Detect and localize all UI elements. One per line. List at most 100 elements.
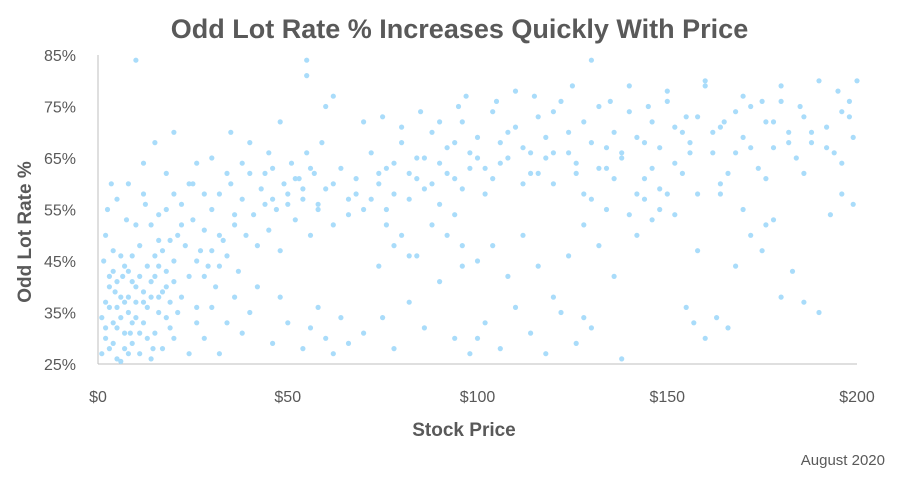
scatter-point: [148, 279, 154, 285]
scatter-point: [558, 98, 564, 104]
scatter-point: [850, 201, 856, 207]
scatter-point: [695, 191, 701, 197]
scatter-point: [808, 140, 815, 146]
scatter-point: [137, 330, 143, 336]
scatter-point: [459, 263, 465, 269]
scatter-point: [129, 340, 135, 346]
scatter-point: [270, 340, 276, 346]
scatter-point: [122, 299, 128, 305]
scatter-point: [383, 206, 389, 213]
scatter-point: [664, 88, 670, 94]
scatter-point: [452, 212, 458, 218]
scatter-point: [714, 315, 720, 321]
scatter-point: [163, 170, 169, 176]
scatter-point: [300, 196, 306, 202]
x-tick-label: $200: [839, 389, 875, 406]
scatter-point: [778, 294, 784, 300]
scatter-point: [330, 181, 336, 187]
scatter-point: [338, 315, 344, 321]
scatter-point: [406, 253, 412, 259]
scatter-point: [581, 191, 587, 197]
scatter-point: [414, 176, 420, 182]
scatter-point: [581, 222, 587, 228]
scatter-point: [307, 325, 314, 331]
scatter-point: [345, 212, 352, 218]
scatter-point: [786, 140, 792, 146]
scatter-point: [839, 191, 845, 197]
scatter-point: [827, 212, 834, 218]
scatter-point: [846, 114, 853, 120]
scatter-point: [232, 294, 238, 300]
x-axis-title: Stock Price: [412, 420, 516, 441]
scatter-point: [748, 103, 754, 110]
scatter-point: [717, 191, 724, 197]
scatter-point: [452, 140, 458, 146]
scatter-point: [112, 289, 118, 295]
scatter-point: [152, 330, 158, 336]
scatter-point: [133, 315, 139, 321]
scatter-point: [171, 335, 177, 341]
scatter-point: [710, 129, 716, 135]
scatter-point: [150, 346, 156, 352]
scatter-point: [611, 273, 617, 279]
scatter-point: [763, 119, 769, 125]
scatter-point: [683, 304, 689, 310]
scatter-point: [144, 304, 150, 310]
scatter-point: [247, 140, 253, 146]
scatter-point: [251, 212, 257, 218]
scatter-point: [596, 165, 602, 171]
scatter-point: [733, 263, 739, 269]
scatter-point: [285, 320, 291, 326]
scatter-point: [114, 304, 120, 310]
date-footnote: August 2020: [800, 452, 885, 469]
scatter-point: [634, 134, 640, 140]
scatter-point: [118, 358, 124, 364]
scatter-point: [167, 237, 173, 243]
scatter-point: [824, 145, 830, 151]
scatter-point: [581, 315, 587, 321]
scatter-point: [190, 181, 196, 187]
scatter-point: [520, 181, 526, 187]
scatter-point: [178, 222, 185, 228]
scatter-point: [535, 263, 541, 269]
scatter-point: [178, 201, 185, 207]
scatter-point: [619, 356, 625, 362]
scatter-point: [110, 248, 116, 254]
y-tick-label: 75%: [44, 100, 76, 117]
scatter-point: [171, 129, 177, 135]
scatter-point: [733, 150, 739, 156]
scatter-point: [619, 150, 625, 156]
scatter-point: [474, 335, 481, 341]
scatter-point: [216, 191, 222, 197]
scatter-point: [361, 330, 367, 336]
scatter-point: [657, 145, 663, 151]
scatter-point: [209, 155, 215, 161]
scatter-point: [304, 150, 310, 156]
scatter-point: [144, 263, 150, 269]
scatter-point: [368, 150, 374, 156]
scatter-point: [129, 279, 135, 285]
scatter-point: [175, 309, 181, 316]
scatter-point: [634, 232, 640, 238]
scatter-point: [482, 191, 488, 197]
scatter-point: [194, 258, 200, 264]
scatter-point: [148, 294, 154, 300]
scatter-point: [740, 134, 746, 140]
scatter-point: [205, 263, 211, 269]
scatter-point: [645, 103, 651, 110]
scatter-point: [137, 243, 143, 249]
scatter-point: [566, 150, 572, 156]
scatter-point: [167, 325, 173, 331]
scatter-point: [133, 299, 139, 305]
scatter-point: [338, 165, 344, 171]
scatter-point: [710, 150, 716, 156]
scatter-point: [239, 330, 245, 336]
scatter-point: [319, 140, 325, 146]
scatter-point: [573, 340, 579, 346]
scatter-point: [497, 140, 503, 146]
scatter-point: [194, 160, 200, 166]
scatter-point: [543, 134, 549, 140]
scatter-point: [702, 335, 708, 341]
scatter-point: [106, 346, 112, 352]
